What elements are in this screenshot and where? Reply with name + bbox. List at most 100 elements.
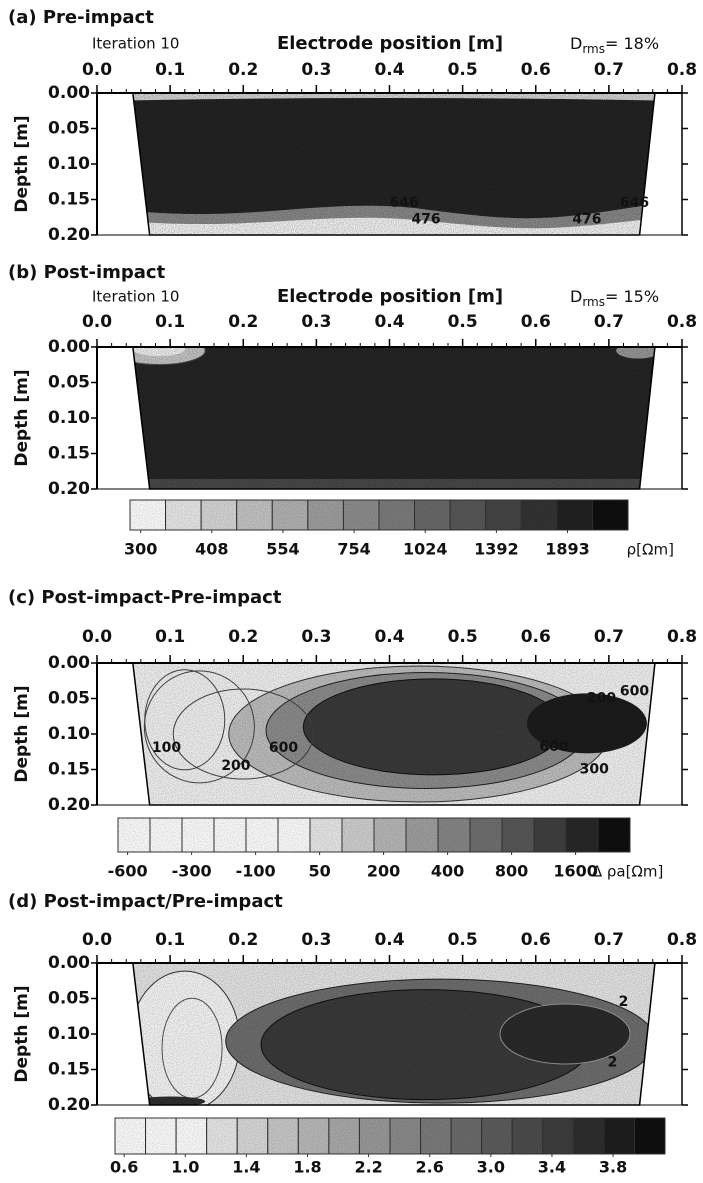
colorbar-label: ρ[Ωm]	[627, 541, 674, 559]
misfit-label: Drms= 18%	[570, 34, 659, 56]
x-tick-label: 0.3	[301, 627, 331, 647]
grain	[132, 93, 655, 235]
y-axis-label: Depth [m]	[12, 685, 32, 782]
misfit-text: = 18%	[605, 34, 659, 53]
colorbar-tick-label: 3.4	[538, 1158, 566, 1177]
x-tick-label: 0.5	[448, 60, 478, 80]
colorbar-tick-label: 1392	[474, 540, 519, 559]
x-tick-label: 0.6	[521, 627, 551, 647]
iteration-label: Iteration 10	[92, 35, 179, 53]
colorbar-grain	[130, 500, 628, 530]
x-tick-label: 0.3	[301, 60, 331, 80]
x-tick-label: 0.7	[594, 312, 624, 332]
x-tick-label: 0.1	[155, 60, 185, 80]
section-image	[132, 663, 655, 805]
x-tick-label: 0.2	[228, 627, 258, 647]
y-tick-label: 0.00	[48, 953, 90, 973]
x-tick-label: 0.7	[594, 930, 624, 950]
x-tick-label: 0.0	[82, 60, 112, 80]
panel: (a) Pre-impact Iteration 10 Electrode posi…	[8, 7, 697, 245]
x-tick-label: 0.5	[448, 312, 478, 332]
y-tick-label: 0.15	[48, 1060, 90, 1080]
y-tick-label: 0.15	[48, 190, 90, 210]
y-tick-label: 0.10	[48, 724, 90, 744]
panel: (b) Post-impact Iteration 10 Electrode pos…	[8, 262, 697, 559]
contour-label: 200	[221, 758, 250, 774]
y-tick-label: 0.20	[48, 225, 90, 245]
y-tick-label: 0.05	[48, 989, 90, 1009]
x-tick-label: 0.2	[228, 60, 258, 80]
x-tick-label: 0.0	[82, 312, 112, 332]
x-tick-label: 0.1	[155, 312, 185, 332]
x-axis-label: Electrode position [m]	[277, 33, 503, 54]
iteration-label: Iteration 10	[92, 288, 179, 306]
colorbar-tick-label: 1.0	[171, 1158, 199, 1177]
section-image	[132, 963, 655, 1105]
colorbar-tick-label: 1893	[545, 540, 590, 559]
panel-title: (a) Pre-impact	[8, 7, 154, 28]
contour-label: 200	[587, 691, 616, 707]
colorbar-tick-label: 2.6	[416, 1158, 444, 1177]
colorbar-tick-label: 200	[367, 862, 400, 881]
y-tick-label: 0.20	[48, 1095, 90, 1115]
colorbar-tick-label: 3.8	[599, 1158, 627, 1177]
misfit-symbol: D	[570, 287, 582, 306]
colorbar-tick-label: 400	[431, 862, 464, 881]
y-tick-label: 0.10	[48, 408, 90, 428]
x-tick-label: 0.8	[667, 312, 697, 332]
misfit-text: = 15%	[605, 287, 659, 306]
contour-label: 646	[620, 195, 649, 211]
contour-label: 2	[608, 1054, 618, 1070]
x-tick-label: 0.6	[521, 930, 551, 950]
y-tick-label: 0.05	[48, 119, 90, 139]
x-tick-label: 0.4	[374, 930, 404, 950]
colorbar-tick-label: 754	[337, 540, 370, 559]
x-tick-label: 0.2	[228, 312, 258, 332]
x-tick-label: 0.4	[374, 60, 404, 80]
contour-label: 2	[619, 994, 629, 1010]
misfit-subscript: rms	[582, 42, 605, 56]
contour-label: 600	[539, 739, 568, 755]
y-axis-label: Depth [m]	[12, 985, 32, 1082]
y-axis-label: Depth [m]	[12, 115, 32, 212]
x-tick-label: 0.6	[521, 312, 551, 332]
contour-label: 100	[152, 740, 181, 756]
colorbar-tick-label: 3.0	[477, 1158, 505, 1177]
colorbar-tick-label: 408	[195, 540, 228, 559]
y-tick-label: 0.00	[48, 83, 90, 103]
contour-label: 600	[620, 683, 649, 699]
contour-label: 646	[390, 195, 419, 211]
x-tick-label: 0.8	[667, 930, 697, 950]
colorbar-tick-label: 2.2	[354, 1158, 382, 1177]
y-tick-label: 0.10	[48, 154, 90, 174]
y-tick-label: 0.10	[48, 1024, 90, 1044]
panel: (d) Post-impact/Pre-impact Depth [m] 2 2 0.0…	[8, 891, 697, 1177]
y-tick-label: 0.00	[48, 653, 90, 673]
x-tick-label: 0.7	[594, 627, 624, 647]
grain	[132, 663, 655, 805]
y-tick-label: 0.00	[48, 337, 90, 357]
contour-label: 600	[269, 740, 298, 756]
section-image	[132, 93, 655, 235]
y-tick-label: 0.15	[48, 760, 90, 780]
grain	[132, 347, 655, 489]
misfit-symbol: D	[570, 34, 582, 53]
x-tick-label: 0.8	[667, 60, 697, 80]
section-image	[132, 347, 655, 489]
y-tick-label: 0.20	[48, 795, 90, 815]
colorbar-tick-label: 554	[266, 540, 299, 559]
y-tick-label: 0.20	[48, 479, 90, 499]
x-tick-label: 0.4	[374, 312, 404, 332]
x-tick-label: 0.6	[521, 60, 551, 80]
colorbar-tick-label: 800	[495, 862, 528, 881]
panel-title: (d) Post-impact/Pre-impact	[8, 891, 283, 912]
colorbar-tick-label: -600	[108, 862, 148, 881]
contour-label: 476	[572, 211, 601, 227]
x-tick-label: 0.3	[301, 312, 331, 332]
contour-label: 300	[580, 762, 609, 778]
x-tick-label: 0.7	[594, 60, 624, 80]
x-tick-label: 0.5	[448, 627, 478, 647]
colorbar-tick-label: 300	[124, 540, 157, 559]
